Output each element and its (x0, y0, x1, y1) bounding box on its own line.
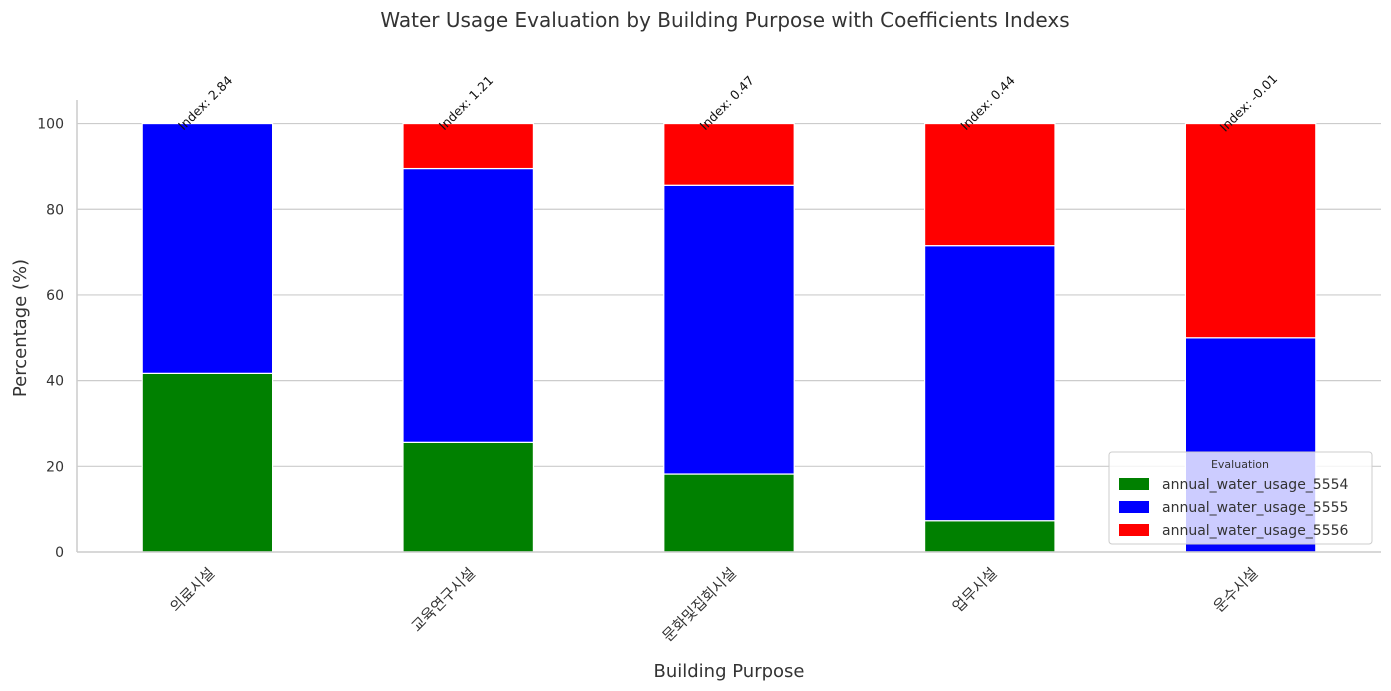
y-tick-label: 0 (55, 545, 64, 561)
y-tick-label: 20 (46, 459, 64, 475)
x-tick-label: 운수시설 (1210, 564, 1262, 616)
legend-title: Evaluation (1211, 458, 1269, 471)
x-tick-label: 의료시설 (166, 564, 218, 616)
x-tick-label: 교육연구시설 (408, 564, 479, 635)
bar-segment (663, 184, 795, 475)
bar-segment (402, 441, 534, 553)
bar-segment (923, 245, 1056, 522)
y-axis-ticks: 0 20 40 60 80 100 (37, 117, 64, 561)
bar-segment (141, 372, 274, 553)
x-axis-ticks: 의료시설 교육연구시설 문화및집회시설 업무시설 운수시설 (166, 564, 1261, 645)
bar-segment (923, 122, 1056, 247)
bar-segment (402, 122, 534, 170)
legend-entry: annual_water_usage_5556 (1162, 523, 1349, 539)
legend-swatch (1119, 478, 1149, 490)
y-tick-label: 60 (46, 288, 64, 304)
legend-entry: annual_water_usage_5555 (1162, 500, 1348, 516)
bar-segment (923, 520, 1056, 553)
x-tick-label: 업무시설 (949, 564, 1001, 616)
y-tick-label: 80 (46, 202, 64, 218)
bar-segment (402, 167, 534, 443)
legend-swatch (1119, 524, 1149, 536)
bar-segment (663, 473, 795, 553)
x-axis-label: Building Purpose (654, 661, 805, 682)
chart-title: Water Usage Evaluation by Building Purpo… (380, 8, 1069, 32)
bar-segment (141, 122, 274, 374)
legend-entry: annual_water_usage_5554 (1162, 477, 1349, 493)
x-tick-label: 문화및집회시설 (659, 564, 740, 645)
y-axis-label: Percentage (%) (10, 259, 31, 397)
legend: Evaluation annual_water_usage_5554annual… (1108, 451, 1373, 545)
bars (141, 122, 1317, 553)
y-tick-label: 40 (46, 374, 64, 390)
bar-segment (1184, 122, 1317, 339)
bar-segment (663, 122, 795, 186)
y-tick-label: 100 (37, 117, 64, 133)
legend-box (1108, 451, 1373, 545)
axes (76, 100, 1381, 553)
legend-swatch (1119, 501, 1149, 513)
